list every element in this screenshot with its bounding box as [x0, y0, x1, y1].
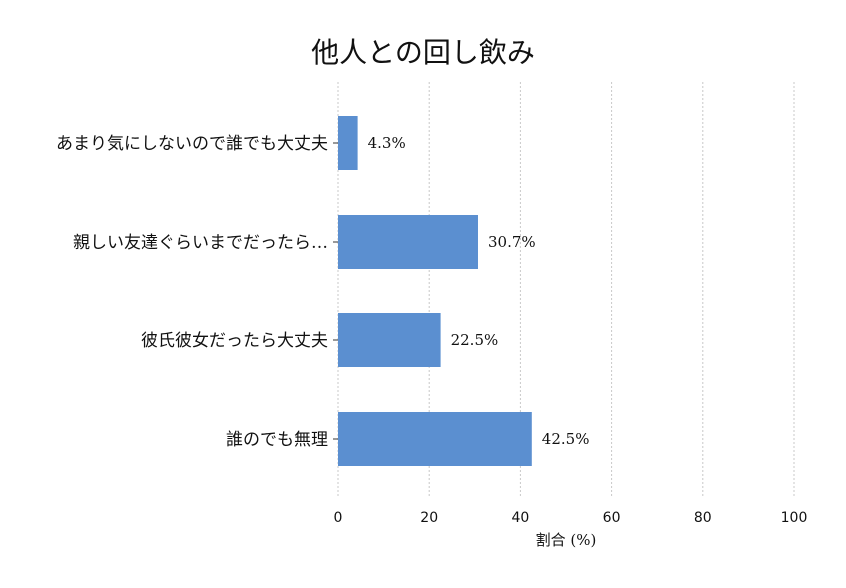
bar	[338, 412, 532, 466]
category-label: あまり気にしないので誰でも大丈夫	[56, 134, 328, 154]
data-label: 30.7%	[488, 233, 536, 251]
bar	[338, 116, 358, 170]
bar	[338, 313, 441, 367]
x-tick-label: 80	[694, 510, 712, 526]
label-layer: あまり気にしないので誰でも大丈夫 4.3% 親しい友達ぐらいまでだったら… 30.7%…	[56, 134, 589, 450]
data-label: 22.5%	[451, 331, 499, 349]
category-label: 親しい友達ぐらいまでだったら…	[73, 233, 328, 253]
x-tick-label: 100	[781, 510, 808, 526]
x-tick-label: 60	[603, 510, 621, 526]
x-tick-label: 0	[334, 510, 343, 526]
bar-layer	[338, 116, 532, 466]
x-tick-label: 40	[511, 510, 529, 526]
x-tick-label: 20	[420, 510, 438, 526]
bar	[338, 215, 478, 269]
x-axis-label: 割合 (%)	[536, 531, 597, 549]
data-label: 4.3%	[368, 134, 406, 152]
category-label: 誰のでも無理	[226, 430, 328, 450]
chart-title: 他人との回し飲み	[311, 36, 535, 69]
x-tick-layer: 0 20 40 60 80 100	[333, 142, 808, 526]
data-label: 42.5%	[542, 430, 590, 448]
category-label: 彼氏彼女だったら大丈夫	[141, 331, 328, 351]
